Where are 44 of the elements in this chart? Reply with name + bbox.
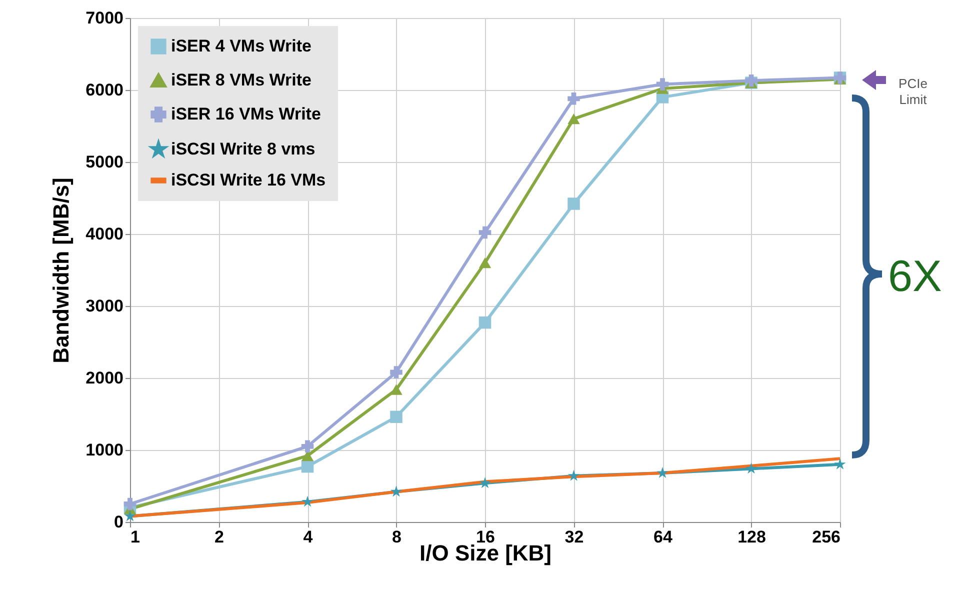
- point: [656, 78, 669, 90]
- x-tick-label: 64: [654, 528, 673, 546]
- y-tick-label: 3000: [86, 296, 124, 316]
- point: [478, 226, 492, 239]
- y-tick-label: 0: [114, 512, 124, 532]
- y-tick-label: 1000: [86, 440, 124, 460]
- point: [568, 470, 580, 481]
- legend-label: iSER 16 VMs Write: [171, 104, 321, 124]
- point: [390, 384, 402, 395]
- y-tick-label: 4000: [86, 224, 124, 244]
- x-tick-label: 1: [130, 528, 140, 546]
- y-tick-label: 7000: [86, 8, 124, 28]
- legend-label: iSER 4 VMs Write: [171, 36, 312, 56]
- legend-label: iSER 8 VMs Write: [171, 70, 312, 90]
- point: [568, 113, 580, 124]
- y-axis-title: Bandwidth [MB/s]: [48, 178, 74, 364]
- point: [390, 486, 402, 497]
- x-tick-label: 128: [738, 528, 766, 546]
- legend-label: iSCSI Write 16 VMs: [171, 170, 326, 190]
- point: [390, 366, 402, 378]
- point: [568, 198, 580, 210]
- point: [302, 496, 314, 507]
- y-tick-label: 6000: [86, 80, 124, 100]
- x-tick-label: 256: [812, 528, 840, 546]
- point: [478, 316, 492, 329]
- x-tick-label: 16: [476, 528, 495, 546]
- y-tick-label: 2000: [86, 368, 124, 388]
- x-tick-label: 4: [303, 528, 314, 546]
- point: [745, 462, 758, 474]
- text: PCIe Limit: [898, 76, 928, 108]
- point: [478, 257, 492, 268]
- point: [568, 92, 580, 105]
- point: [390, 410, 402, 424]
- text: 6X: [888, 252, 942, 302]
- x-tick-label: 2: [214, 528, 224, 546]
- x-tick-label: 8: [392, 528, 402, 546]
- point: [301, 440, 314, 453]
- point: [656, 466, 668, 478]
- legend-label: iSCSI Write 8 vms: [171, 140, 316, 158]
- point: [479, 476, 491, 488]
- point: [834, 458, 846, 470]
- x-tick-label: 32: [564, 528, 584, 546]
- y-tick-label: 5000: [86, 152, 124, 172]
- point: [301, 460, 314, 473]
